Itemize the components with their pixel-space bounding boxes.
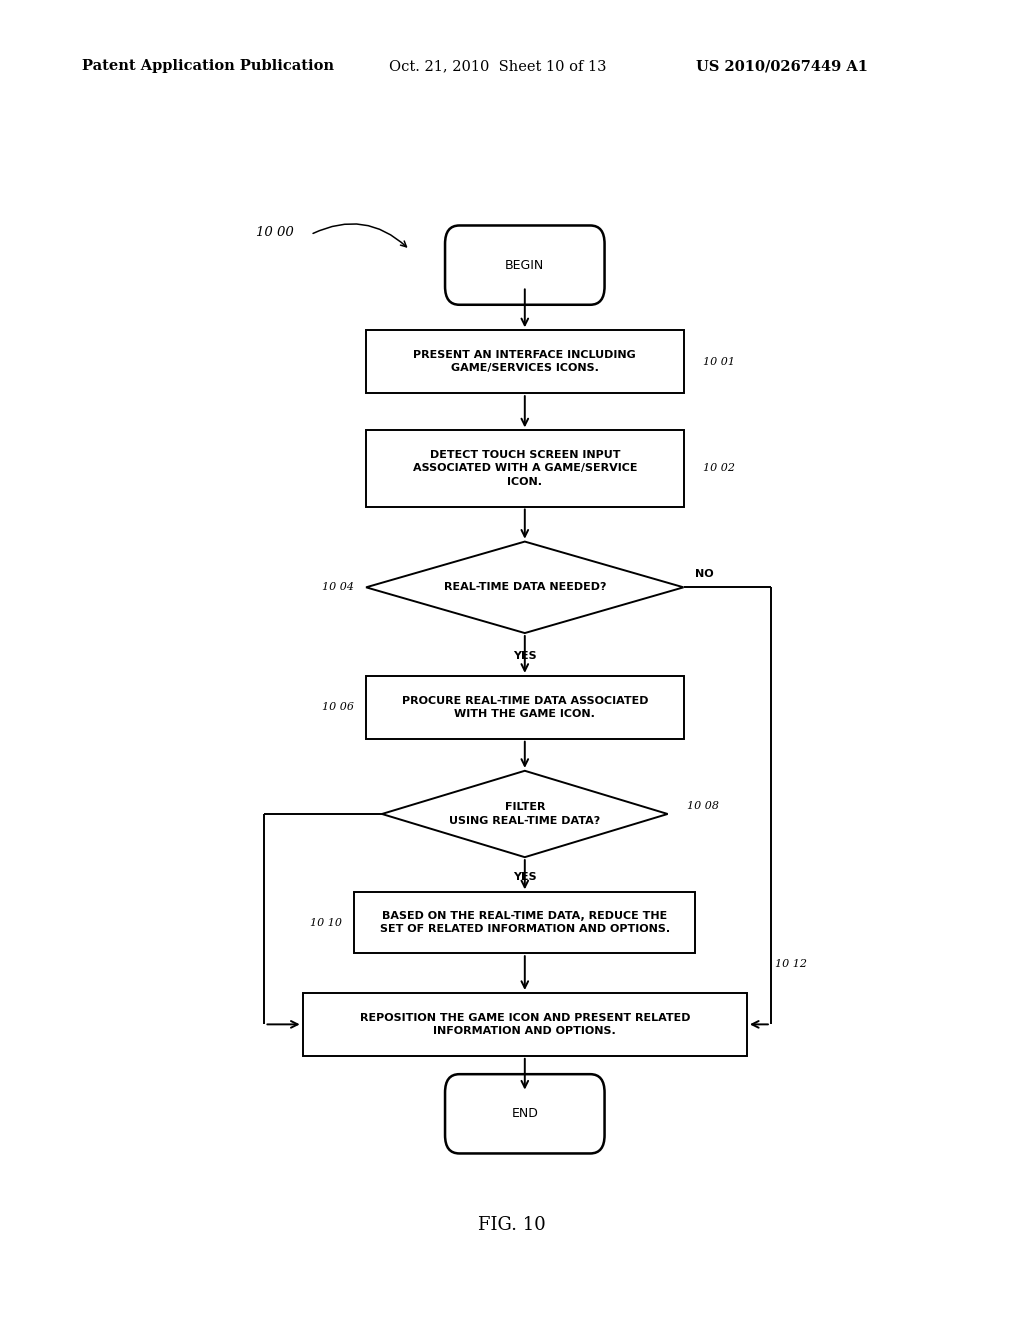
Text: 10 12: 10 12 xyxy=(775,960,807,969)
Text: Oct. 21, 2010  Sheet 10 of 13: Oct. 21, 2010 Sheet 10 of 13 xyxy=(389,59,606,74)
Text: BEGIN: BEGIN xyxy=(505,259,545,272)
FancyBboxPatch shape xyxy=(445,1074,604,1154)
Text: US 2010/0267449 A1: US 2010/0267449 A1 xyxy=(696,59,868,74)
Text: 10 01: 10 01 xyxy=(703,356,735,367)
Text: PROCURE REAL-TIME DATA ASSOCIATED
WITH THE GAME ICON.: PROCURE REAL-TIME DATA ASSOCIATED WITH T… xyxy=(401,696,648,719)
Text: 10 10: 10 10 xyxy=(310,917,342,928)
Text: 10 06: 10 06 xyxy=(323,702,354,713)
Text: YES: YES xyxy=(513,873,537,883)
Bar xyxy=(367,330,684,393)
Text: REAL-TIME DATA NEEDED?: REAL-TIME DATA NEEDED? xyxy=(443,582,606,593)
Text: FIG. 10: FIG. 10 xyxy=(478,1216,546,1234)
Text: NO: NO xyxy=(695,569,714,579)
Text: 10 02: 10 02 xyxy=(703,463,735,474)
Text: FILTER
USING REAL-TIME DATA?: FILTER USING REAL-TIME DATA? xyxy=(450,803,600,825)
Bar xyxy=(354,892,695,953)
Bar xyxy=(303,993,748,1056)
Text: PRESENT AN INTERFACE INCLUDING
GAME/SERVICES ICONS.: PRESENT AN INTERFACE INCLUDING GAME/SERV… xyxy=(414,350,636,374)
Text: YES: YES xyxy=(513,651,537,661)
Text: 10 00: 10 00 xyxy=(256,226,294,239)
Bar xyxy=(367,676,684,739)
Text: BASED ON THE REAL-TIME DATA, REDUCE THE
SET OF RELATED INFORMATION AND OPTIONS.: BASED ON THE REAL-TIME DATA, REDUCE THE … xyxy=(380,911,670,935)
Text: DETECT TOUCH SCREEN INPUT
ASSOCIATED WITH A GAME/SERVICE
ICON.: DETECT TOUCH SCREEN INPUT ASSOCIATED WIT… xyxy=(413,450,637,487)
FancyBboxPatch shape xyxy=(445,226,604,305)
Polygon shape xyxy=(367,541,684,634)
Polygon shape xyxy=(382,771,668,857)
Text: REPOSITION THE GAME ICON AND PRESENT RELATED
INFORMATION AND OPTIONS.: REPOSITION THE GAME ICON AND PRESENT REL… xyxy=(359,1012,690,1036)
Text: END: END xyxy=(511,1107,539,1121)
Text: 10 04: 10 04 xyxy=(323,582,354,593)
Bar xyxy=(367,430,684,507)
Text: Patent Application Publication: Patent Application Publication xyxy=(82,59,334,74)
Text: 10 08: 10 08 xyxy=(687,801,720,810)
